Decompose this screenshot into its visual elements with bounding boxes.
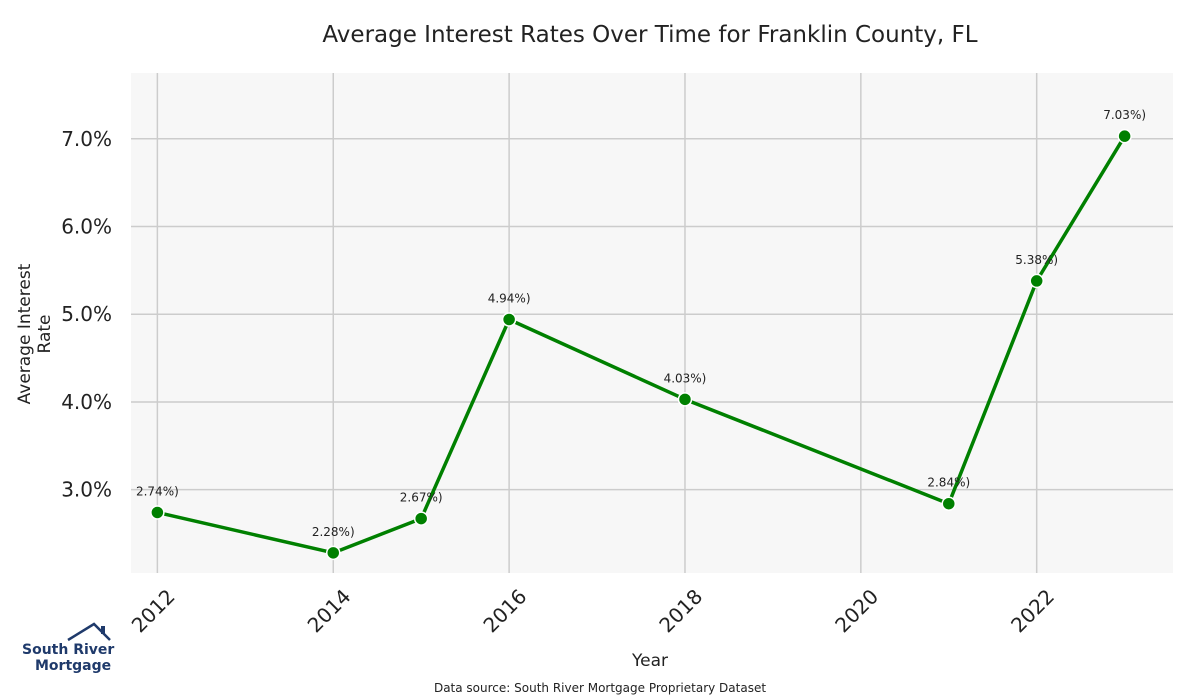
logo-text-line1: South River	[22, 642, 115, 658]
y-tick-label: 3.0%	[61, 478, 112, 502]
y-tick-label: 7.0%	[61, 127, 112, 151]
data-label: 4.94%)	[488, 291, 531, 305]
data-label: 7.03%)	[1103, 108, 1146, 122]
x-axis-label: Year	[632, 651, 668, 671]
y-axis-label: Average Interest Rate	[15, 263, 55, 405]
data-label: 4.03%)	[664, 371, 707, 385]
data-point	[1029, 273, 1044, 289]
x-tick-label: 2018	[654, 584, 707, 637]
x-tick-label: 2022	[1006, 584, 1059, 637]
data-point	[941, 496, 957, 511]
data-source-note: Data source: South River Mortgage Propri…	[433, 681, 767, 695]
chart-title: Average Interest Rates Over Time for Fra…	[322, 22, 978, 48]
data-label: 2.67%)	[400, 491, 443, 505]
x-tick-label: 2014	[303, 584, 356, 637]
data-point	[677, 392, 693, 407]
x-tick-label: 2012	[127, 584, 180, 637]
data-label: 2.74%)	[136, 484, 179, 498]
y-tick-label: 6.0%	[61, 215, 112, 239]
y-tick-label: 4.0%	[61, 390, 112, 414]
x-tick-label: 2016	[478, 584, 531, 637]
data-label: 2.28%)	[312, 525, 355, 539]
data-point	[413, 511, 429, 526]
series-line	[156, 135, 1127, 555]
data-point	[325, 545, 341, 561]
company-logo: South River Mortgage	[22, 620, 122, 680]
data-label: 2.84%)	[927, 476, 970, 490]
data-point	[150, 505, 165, 520]
house-roof-icon	[67, 622, 111, 642]
data-point	[501, 312, 517, 327]
logo-text-line2: Mortgage	[35, 658, 112, 674]
x-tick-label: 2020	[830, 584, 883, 637]
data-label: 5.38%)	[1015, 253, 1058, 267]
data-point	[1117, 128, 1132, 144]
plot-area	[131, 73, 1173, 573]
y-tick-label: 5.0%	[61, 302, 112, 326]
